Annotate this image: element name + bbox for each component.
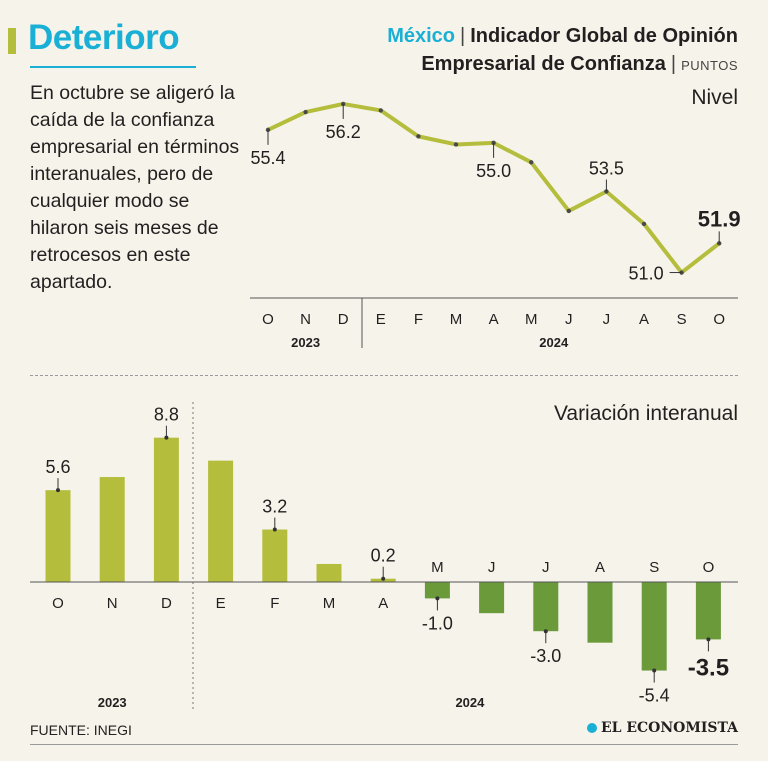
bar [208, 460, 234, 582]
bar-x-tick-label: A [378, 595, 388, 612]
bar-data-label: 0.2 [371, 546, 396, 566]
accent-bar [8, 28, 16, 54]
bar [99, 477, 125, 582]
line-year-label: 2023 [291, 335, 320, 350]
line-x-tick-label: A [639, 311, 649, 328]
title-line-2: Empresarial de Confianza | PUNTOS [387, 50, 738, 80]
bar-data-label: -3.5 [688, 654, 729, 681]
bar-x-tick-label: M [323, 595, 336, 612]
line-x-tick-label: N [300, 311, 311, 328]
bar-x-tick-label: O [703, 559, 715, 576]
bar-chart-title: Variación interanual [554, 402, 738, 425]
title-line-1: México | Indicador Global de Opinión [387, 22, 738, 50]
line-point [453, 142, 459, 147]
footer-rule [30, 744, 738, 745]
line-point [529, 160, 534, 165]
bar [424, 582, 450, 599]
line-data-label: 55.0 [476, 161, 511, 181]
line-data-label: 55.4 [250, 148, 285, 168]
bar [316, 563, 342, 582]
title-units: PUNTOS [681, 58, 738, 73]
bar-data-label: 3.2 [262, 497, 287, 517]
bar-x-tick-label: O [52, 595, 64, 612]
title-separator-2: | [670, 53, 677, 75]
line-x-tick-label: J [603, 311, 611, 328]
bar-data-label: 5.6 [45, 457, 70, 477]
bar [479, 582, 505, 614]
line-point [416, 134, 421, 139]
title-main-2: Empresarial de Confianza [421, 53, 666, 75]
bar-x-tick-label: J [488, 559, 496, 576]
bar [45, 490, 71, 582]
bar-x-tick-label: D [161, 595, 172, 612]
bar-x-tick-label: J [542, 559, 550, 576]
line-x-tick-label: M [450, 311, 463, 328]
intro-text: En octubre se aligeró la caída de la con… [30, 82, 240, 293]
bar-x-tick-label: M [431, 559, 444, 576]
title-main-1: Indicador Global de Opinión [470, 25, 738, 47]
bar-data-label: 8.8 [154, 405, 179, 425]
line-point [641, 221, 647, 227]
line-x-tick-label: A [489, 311, 499, 328]
bar-data-label: -3.0 [530, 646, 561, 666]
section-divider [30, 375, 738, 376]
line-point [303, 109, 308, 115]
line-x-tick-label: O [262, 311, 274, 328]
line-x-tick-label: M [525, 311, 538, 328]
bar [533, 582, 559, 632]
bar [587, 582, 613, 643]
line-x-tick-label: S [677, 311, 687, 328]
bar-data-label: -5.4 [639, 686, 670, 706]
line-x-tick-label: J [565, 311, 573, 328]
bar-year-label: 2024 [455, 695, 485, 710]
line-x-tick-label: O [713, 311, 725, 328]
bar-chart: Variación interanual 5.6 8.8 3.2 0.2 -1.0 -3.0… [30, 402, 738, 712]
line-point [566, 208, 571, 214]
line-x-tick-label: E [376, 311, 386, 328]
line-data-label: 56.2 [326, 122, 361, 142]
headline-rule [30, 66, 196, 68]
chart-title: México | Indicador Global de Opinión Empre… [387, 22, 738, 80]
headline: Deterioro [28, 18, 180, 57]
bar-x-tick-label: N [107, 595, 118, 612]
title-separator: | [460, 25, 466, 47]
bar-x-tick-label: F [270, 595, 279, 612]
bar-x-tick-label: S [649, 559, 659, 576]
line-year-label: 2024 [539, 335, 569, 350]
bar [153, 437, 179, 582]
bar-x-tick-label: E [216, 595, 226, 612]
bar-year-label: 2023 [98, 695, 127, 710]
line-x-tick-label: F [414, 311, 423, 328]
line-data-label: 51.0 [629, 264, 664, 284]
line-point [378, 108, 383, 113]
bar [695, 582, 721, 640]
bar [641, 582, 667, 671]
brand-name: EL ECONOMISTA [600, 720, 738, 736]
line-data-label: 53.5 [589, 158, 624, 178]
bar [262, 529, 288, 582]
bar-data-label: -1.0 [422, 613, 453, 633]
bar-x-tick-label: A [595, 559, 605, 576]
line-chart: Nivel 55.4 56.2 55.0 53.5 51.0 51.9 O N D E F M A M J J A… [250, 86, 741, 350]
title-country: México [387, 25, 455, 47]
source-note: FUENTE: INEGI [30, 722, 132, 738]
brand-logo: EL ECONOMISTA [586, 720, 738, 736]
brand-icon [586, 723, 597, 733]
line-chart-title: Nivel [691, 86, 738, 109]
line-data-label: 51.9 [698, 206, 741, 231]
line-x-tick-label: D [338, 311, 349, 328]
